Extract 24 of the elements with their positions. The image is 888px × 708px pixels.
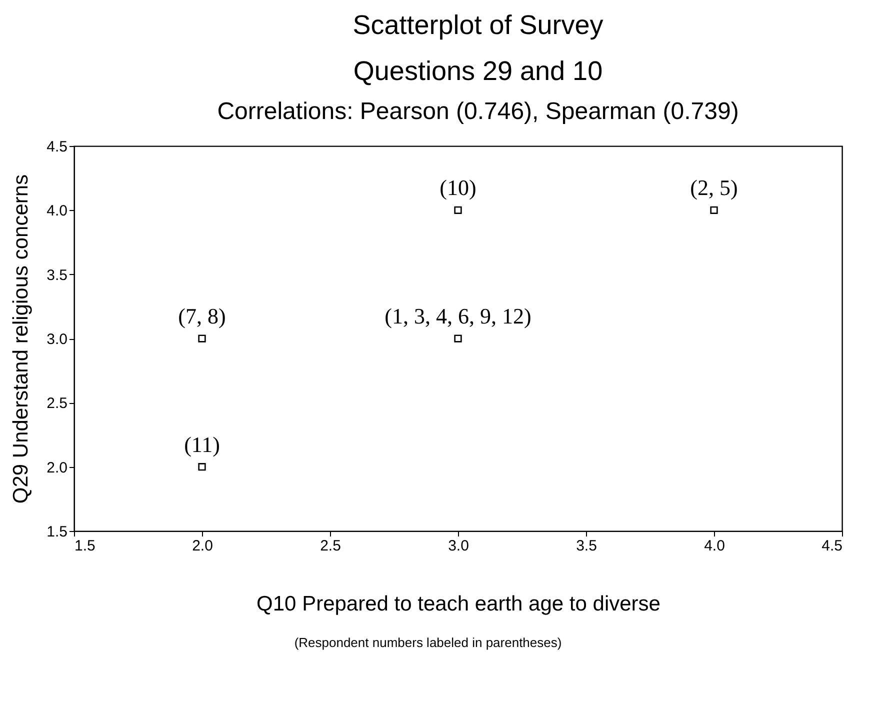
y-tick-label: 3.0 [46,331,68,348]
y-tick-label: 4.5 [46,138,68,156]
annotation: (2, 5) [690,175,738,200]
annotation: (11) [184,432,220,457]
annotation: (10) [440,175,476,200]
text: (Respondent numbers labeled in parentheses) [294,635,562,650]
x-tick-label: 1.5 [74,538,96,554]
x-tick-label: 4.0 [704,538,725,554]
y-tick-label: 4.0 [46,202,68,220]
x-tick-label: 3.0 [448,538,469,554]
y-tick-label: 3.5 [46,266,68,284]
y-tick-label: 2.0 [46,459,68,476]
y-tick-label: 2.5 [46,395,68,412]
y-tick-label: 1.5 [46,524,68,540]
x-tick-label: 3.5 [576,538,597,554]
y-axis-title: Q29 Understand religious concerns [10,174,33,504]
chart-title: Scatterplot of Survey Questions 29 and 10 [352,10,604,86]
x-tick-label: 2.0 [192,538,213,554]
x-tick-label: 4.5 [822,538,842,554]
x-tick-label: 2.5 [320,538,341,554]
annotation: (7, 8) [178,304,226,328]
annotation: (1, 3, 4, 6, 9, 12) [384,304,532,328]
chart-subtitle: Correlations: Pearson (0.746), Spearman (0.739) [217,98,739,125]
x-axis-title: Q10 Prepared to teach earth age to diverse [256,592,660,616]
